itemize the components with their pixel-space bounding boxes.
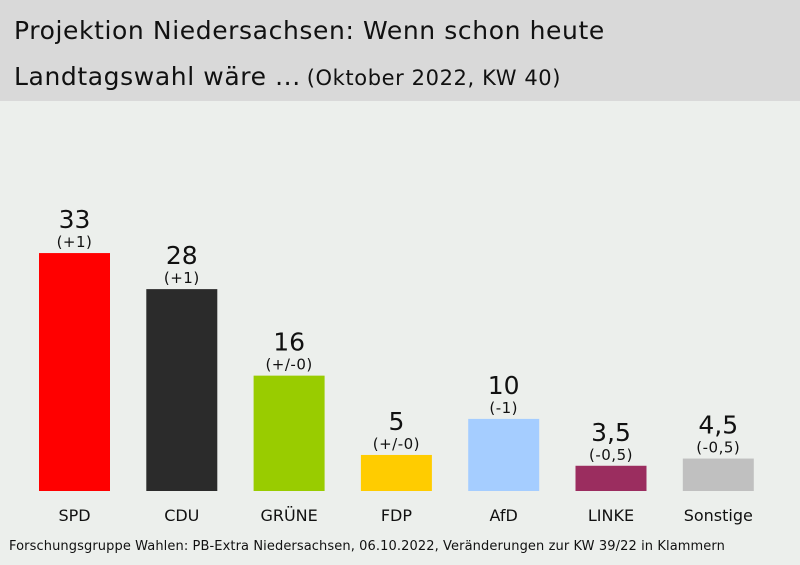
bar-afd (468, 418, 540, 491)
change-label-sonstige: (-0,5) (696, 439, 740, 457)
bar-sonstige (682, 458, 754, 491)
value-label-fdp: 5 (388, 407, 404, 436)
change-label-cdu: (+1) (164, 269, 200, 287)
category-label-sonstige: Sonstige (684, 506, 753, 525)
chart-title-line1: Projektion Niedersachsen: Wenn schon heu… (14, 16, 605, 45)
chart-subtitle: (Oktober 2022, KW 40) (306, 66, 562, 90)
value-label-spd: 33 (59, 205, 91, 234)
category-label-fdp: FDP (381, 506, 413, 525)
bar-linke (575, 465, 647, 491)
category-label-cdu: CDU (164, 506, 199, 525)
source-note: Forschungsgruppe Wahlen: PB-Extra Nieder… (9, 539, 725, 554)
category-label-linke: LINKE (588, 506, 634, 525)
category-label-afd: AfD (490, 506, 518, 525)
change-label-linke: (-0,5) (589, 446, 633, 464)
bar-cdu (146, 289, 218, 491)
bar-grüne (253, 375, 325, 491)
value-label-grüne: 16 (273, 328, 305, 357)
chart-title-line2-text: Landtagswahl wäre ... (14, 62, 301, 91)
chart-title-line2: Landtagswahl wäre ... (Oktober 2022, KW 4… (14, 62, 561, 91)
value-label-linke: 3,5 (591, 418, 631, 447)
category-label-grüne: GRÜNE (260, 506, 317, 525)
chart-header: Projektion Niedersachsen: Wenn schon heu… (0, 0, 800, 101)
category-label-spd: SPD (58, 506, 90, 525)
value-label-afd: 10 (488, 371, 520, 400)
bar-fdp (360, 454, 432, 491)
change-label-afd: (-1) (489, 399, 518, 417)
bar-spd (39, 253, 110, 491)
change-label-grüne: (+/-0) (265, 356, 312, 374)
value-label-cdu: 28 (166, 241, 198, 270)
change-label-spd: (+1) (57, 233, 93, 251)
change-label-fdp: (+/-0) (373, 435, 420, 453)
bar-chart: 33(+1)SPD28(+1)CDU16(+/-0)GRÜNE5(+/-0)FD… (39, 205, 754, 525)
value-label-sonstige: 4,5 (698, 411, 738, 440)
